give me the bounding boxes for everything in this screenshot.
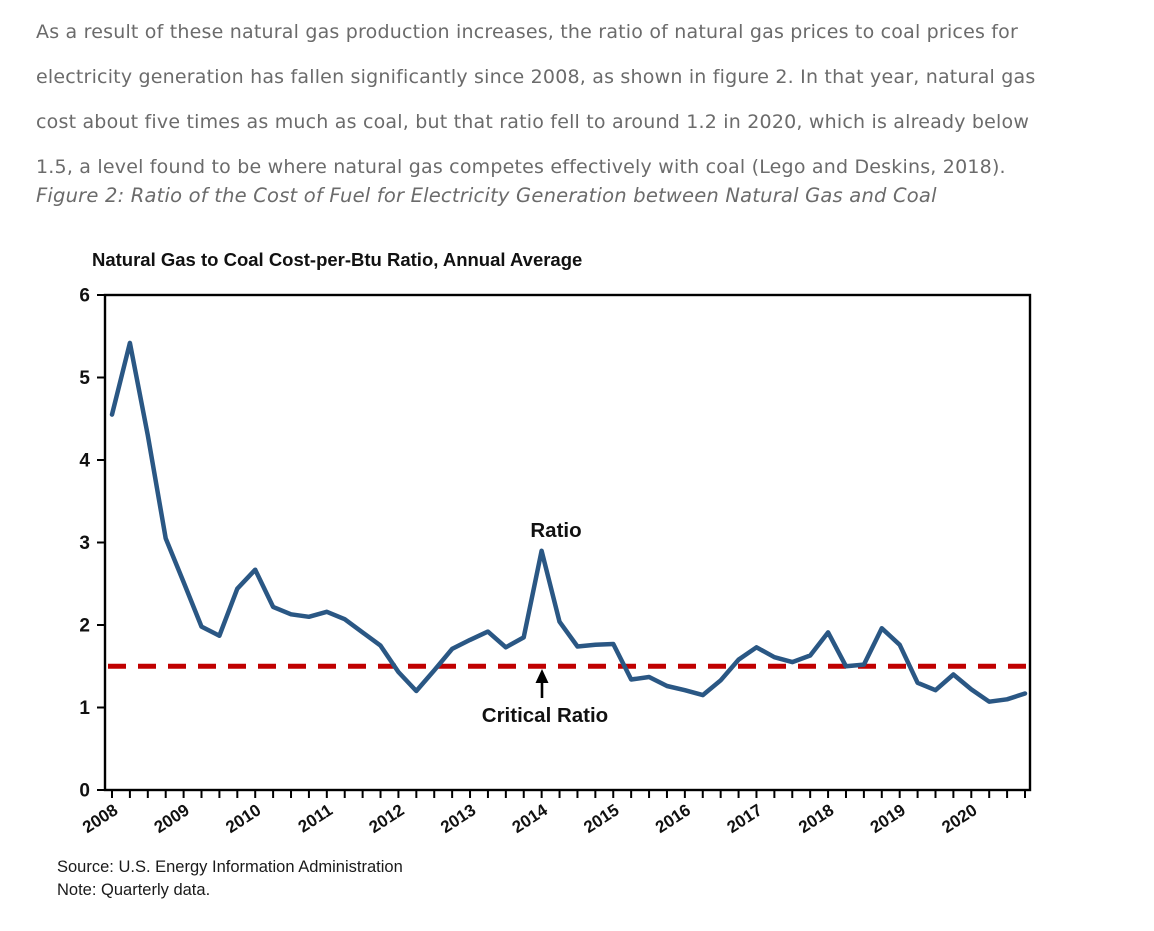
source-line: Source: U.S. Energy Information Administ… xyxy=(57,858,403,876)
y-tick-label: 4 xyxy=(79,451,90,472)
x-tick-label: 2009 xyxy=(151,800,193,837)
y-tick-label: 3 xyxy=(79,533,90,554)
figure-caption: Figure 2: Ratio of the Cost of Fuel for … xyxy=(36,184,937,207)
x-tick-label: 2017 xyxy=(724,800,766,837)
note-line: Note: Quarterly data. xyxy=(57,881,210,899)
paragraph-line: As a result of these natural gas product… xyxy=(36,21,1019,43)
ratio-line-series xyxy=(109,340,1028,704)
x-tick-label: 2011 xyxy=(295,800,336,836)
x-tick-label: 2016 xyxy=(652,800,694,837)
critical-ratio-annotation-label: Critical Ratio xyxy=(482,704,608,727)
x-tick-label: 2010 xyxy=(222,800,264,837)
chart-title: Natural Gas to Coal Cost-per-Btu Ratio, … xyxy=(92,249,582,270)
y-axis: 0 1 2 3 4 5 6 xyxy=(79,286,105,802)
paragraph-line: 1.5, a level found to be where natural g… xyxy=(36,156,1006,178)
y-tick-label: 0 xyxy=(79,781,90,802)
ratio-annotation-label: Ratio xyxy=(530,519,581,542)
x-tick-label: 2018 xyxy=(795,800,837,837)
x-tick-label: 2014 xyxy=(509,800,552,837)
x-tick-label: 2008 xyxy=(79,800,121,837)
x-tick-label: 2013 xyxy=(437,800,479,837)
y-tick-label: 6 xyxy=(79,286,90,307)
y-tick-label: 1 xyxy=(79,698,90,719)
y-tick-label: 5 xyxy=(79,368,90,389)
x-tick-label: 2020 xyxy=(938,800,980,837)
x-tick-label: 2019 xyxy=(867,800,909,837)
paragraph-line: electricity generation has fallen signif… xyxy=(36,66,1036,88)
y-tick-label: 2 xyxy=(79,616,90,637)
paragraph-line: cost about five times as much as coal, b… xyxy=(36,111,1030,133)
up-arrow-icon xyxy=(535,669,549,698)
x-tick-label: 2012 xyxy=(366,800,408,837)
x-axis: 2008 2009 2010 2011 2012 2013 2014 2015 2016 2017… xyxy=(79,790,1026,837)
body-paragraph: As a result of these natural gas product… xyxy=(36,10,1128,190)
x-tick-label: 2015 xyxy=(580,800,622,837)
